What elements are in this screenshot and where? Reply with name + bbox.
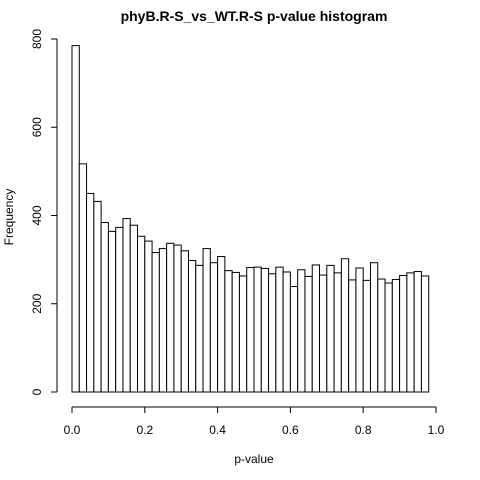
histogram-bar	[340, 258, 350, 393]
histogram-bar	[282, 271, 291, 393]
histogram-bar	[122, 218, 131, 393]
histogram-bar	[246, 267, 255, 393]
histogram-bar	[268, 273, 277, 393]
histogram-bar	[202, 248, 211, 393]
histogram-bar	[93, 200, 102, 393]
x-axis-label: p-value	[234, 452, 274, 466]
histogram-bar	[275, 266, 284, 393]
x-tick-label: 0.4	[209, 423, 226, 437]
y-tick-label: 400	[30, 205, 44, 225]
chart-title: phyB.R-S_vs_WT.R-S p-value histogram	[121, 8, 388, 24]
histogram-bar	[151, 252, 160, 393]
histogram-bar	[369, 262, 379, 393]
histogram-bar	[260, 267, 270, 393]
histogram-bar	[180, 250, 189, 393]
histogram-bar	[319, 274, 328, 393]
y-axis: 0 200 400 600 800	[30, 29, 58, 395]
histogram-bar	[137, 235, 146, 393]
histogram-bar	[362, 279, 371, 393]
x-axis: 0.0 0.2 0.4 0.6 0.8 1.0	[64, 406, 445, 437]
x-tick-label: 0.8	[355, 423, 372, 437]
histogram-bar	[238, 275, 248, 393]
histogram-bar	[355, 267, 364, 393]
histogram-bar	[100, 222, 109, 393]
y-tick-label: 0	[30, 388, 44, 395]
histogram-bar	[144, 240, 153, 393]
histogram-bar	[166, 242, 175, 393]
histogram-bar	[71, 45, 80, 393]
histogram-bar	[399, 275, 408, 393]
histogram-bar	[158, 248, 168, 393]
y-tick-label: 200	[30, 293, 44, 313]
histogram-bar	[377, 278, 386, 393]
histogram-bar	[326, 264, 335, 393]
histogram-bars	[71, 45, 430, 393]
histogram-bar	[253, 266, 262, 393]
x-tick-label: 0.6	[282, 423, 299, 437]
histogram-bar	[406, 272, 415, 393]
histogram-bar	[384, 282, 393, 393]
histogram-bar	[129, 224, 139, 393]
histogram-bar	[224, 270, 233, 393]
histogram-bar	[115, 226, 124, 393]
histogram-bar	[413, 271, 422, 393]
histogram-bar	[217, 256, 226, 393]
y-tick-label: 600	[30, 117, 44, 137]
histogram-bar	[311, 264, 321, 393]
histogram-bar	[231, 271, 240, 393]
histogram-bar	[289, 286, 299, 393]
histogram-bar	[78, 163, 88, 393]
x-tick-label: 1.0	[428, 423, 445, 437]
x-tick-label: 0.0	[64, 423, 81, 437]
histogram-bar	[86, 192, 95, 393]
x-tick-label: 0.2	[136, 423, 153, 437]
histogram-bar	[348, 279, 357, 393]
histogram-bar	[420, 275, 430, 393]
histogram-bar	[304, 275, 313, 393]
histogram-bar	[107, 230, 117, 393]
y-tick-label: 800	[30, 29, 44, 49]
histogram-bar	[187, 260, 197, 393]
histogram-bar	[333, 272, 342, 393]
histogram-bar	[195, 264, 204, 393]
histogram-bar	[173, 244, 182, 393]
histogram-bar	[209, 262, 219, 393]
histogram-bar	[297, 269, 306, 393]
y-axis-label: Frequency	[2, 189, 16, 246]
histogram-bar	[391, 278, 401, 393]
